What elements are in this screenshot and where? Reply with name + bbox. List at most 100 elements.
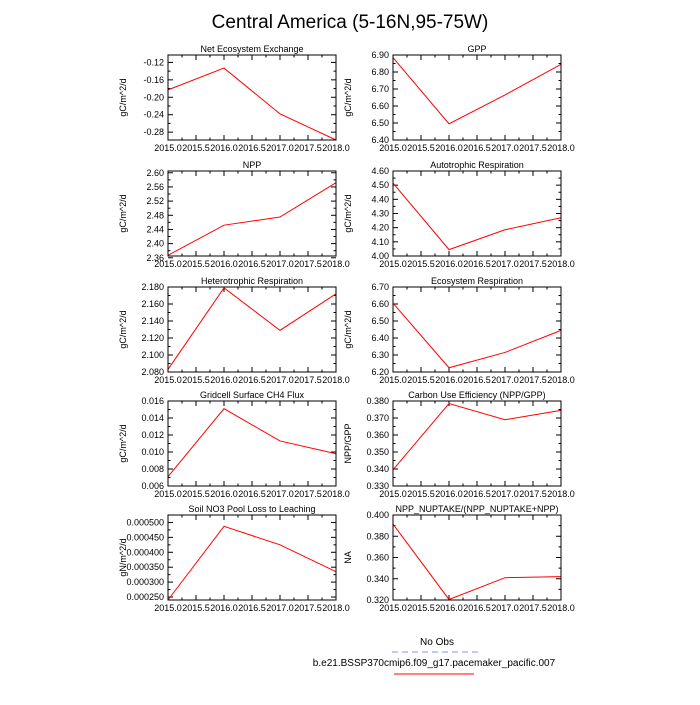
y-tick-label: 0.320 xyxy=(366,595,389,605)
y-tick-label: 0.370 xyxy=(366,413,389,423)
x-tick-label: 2017.5 xyxy=(294,375,322,385)
y-tick-label: 4.50 xyxy=(371,180,389,190)
x-tick-label: 2016.5 xyxy=(463,259,491,269)
x-tick-label: 2015.0 xyxy=(379,375,407,385)
y-tick-label: 6.50 xyxy=(371,316,389,326)
y-tick-label: 0.000250 xyxy=(126,592,164,602)
x-tick-label: 2016.0 xyxy=(210,259,238,269)
y-tick-label: 2.160 xyxy=(141,299,164,309)
y-tick-label: 2.52 xyxy=(146,196,164,206)
y-tick-label: 6.30 xyxy=(371,350,389,360)
y-tick-label: 4.40 xyxy=(371,194,389,204)
panel-title: Net Ecosystem Exchange xyxy=(200,44,303,54)
x-tick-label: 2017.5 xyxy=(519,143,547,153)
y-tick-label: 0.350 xyxy=(366,447,389,457)
legend-obs-label: No Obs xyxy=(420,637,454,648)
y-tick-label: 6.90 xyxy=(371,50,389,60)
series-line xyxy=(392,523,562,601)
x-tick-label: 2016.5 xyxy=(238,143,266,153)
y-axis-label: gC/m^2/d xyxy=(118,194,128,232)
x-tick-label: 2015.5 xyxy=(182,143,210,153)
x-tick-label: 2016.0 xyxy=(435,375,463,385)
x-tick-label: 2017.0 xyxy=(266,489,294,499)
y-tick-label: 2.140 xyxy=(141,316,164,326)
x-tick-label: 2017.0 xyxy=(491,603,519,613)
y-axis-label: gC/m^2/d xyxy=(343,78,353,116)
y-tick-label: 0.000450 xyxy=(126,532,164,542)
series-line xyxy=(392,182,562,251)
y-tick-label: 0.000350 xyxy=(126,562,164,572)
y-tick-label: 2.180 xyxy=(141,282,164,292)
x-tick-label: 2015.5 xyxy=(407,489,435,499)
x-tick-label: 2015.5 xyxy=(182,489,210,499)
y-tick-label: 2.36 xyxy=(146,253,164,263)
y-tick-label: 0.000400 xyxy=(126,547,164,557)
series-line xyxy=(167,182,337,256)
x-tick-label: 2015.5 xyxy=(407,375,435,385)
y-axis-label: gN/m^2/d xyxy=(118,538,128,576)
y-tick-label: 4.00 xyxy=(371,251,389,261)
x-tick-label: 2016.0 xyxy=(435,489,463,499)
y-axis-label: NPP/GPP xyxy=(343,423,353,463)
y-tick-label: 4.10 xyxy=(371,237,389,247)
y-tick-label: 0.330 xyxy=(366,481,389,491)
y-tick-label: 2.40 xyxy=(146,239,164,249)
y-tick-label: 0.010 xyxy=(141,447,164,457)
series-line xyxy=(167,525,337,601)
x-tick-label: 2018.0 xyxy=(322,143,350,153)
x-tick-label: 2017.5 xyxy=(294,259,322,269)
x-tick-label: 2018.0 xyxy=(547,143,575,153)
y-tick-label: 6.20 xyxy=(371,367,389,377)
x-tick-label: 2018.0 xyxy=(322,375,350,385)
x-tick-label: 2015.0 xyxy=(379,143,407,153)
x-tick-label: 2015.0 xyxy=(154,259,182,269)
y-tick-label: 0.008 xyxy=(141,464,164,474)
y-tick-label: -0.28 xyxy=(143,127,164,137)
y-tick-label: 2.44 xyxy=(146,224,164,234)
x-tick-label: 2016.5 xyxy=(463,489,491,499)
x-tick-label: 2015.5 xyxy=(182,603,210,613)
y-tick-label: 0.006 xyxy=(141,481,164,491)
panel-title: GPP xyxy=(467,44,486,54)
y-tick-label: 6.50 xyxy=(371,118,389,128)
x-tick-label: 2016.5 xyxy=(463,143,491,153)
legend-model-label: b.e21.BSSP370cmip6.f09_g17.pacemaker_pac… xyxy=(313,658,556,669)
x-tick-label: 2017.0 xyxy=(491,375,519,385)
figure-title: Central America (5-16N,95-75W) xyxy=(212,12,489,33)
panel-title: Gridcell Surface CH4 Flux xyxy=(200,390,305,400)
x-tick-label: 2015.0 xyxy=(154,375,182,385)
x-tick-label: 2016.5 xyxy=(463,375,491,385)
series-line xyxy=(167,408,337,477)
y-axis-label: gC/m^2/d xyxy=(343,194,353,232)
panel-title: Soil NO3 Pool Loss to Leaching xyxy=(188,504,315,514)
x-tick-label: 2018.0 xyxy=(547,259,575,269)
x-tick-label: 2018.0 xyxy=(547,603,575,613)
y-tick-label: 0.340 xyxy=(366,574,389,584)
y-tick-label: 6.70 xyxy=(371,84,389,94)
x-tick-label: 2015.0 xyxy=(154,143,182,153)
x-tick-label: 2017.5 xyxy=(294,603,322,613)
y-axis-label: gC/m^2/d xyxy=(118,78,128,116)
panel-6: Ecosystem Respiration gC/m^2/d 2015.0 2015.… xyxy=(343,276,575,385)
y-tick-label: 4.60 xyxy=(371,166,389,176)
x-tick-label: 2018.0 xyxy=(322,603,350,613)
series-line xyxy=(392,57,562,125)
series-line xyxy=(392,302,562,369)
y-tick-label: 4.20 xyxy=(371,223,389,233)
y-tick-label: 2.080 xyxy=(141,367,164,377)
x-tick-label: 2016.5 xyxy=(238,259,266,269)
y-tick-label: 0.400 xyxy=(366,510,389,520)
legend: No Obs b.e21.BSSP370cmip6.f09_g17.pacema… xyxy=(313,637,556,675)
x-tick-label: 2016.5 xyxy=(238,603,266,613)
y-tick-label: 0.340 xyxy=(366,464,389,474)
x-tick-label: 2016.0 xyxy=(210,489,238,499)
x-tick-label: 2017.0 xyxy=(266,603,294,613)
plot-frame xyxy=(167,400,337,487)
